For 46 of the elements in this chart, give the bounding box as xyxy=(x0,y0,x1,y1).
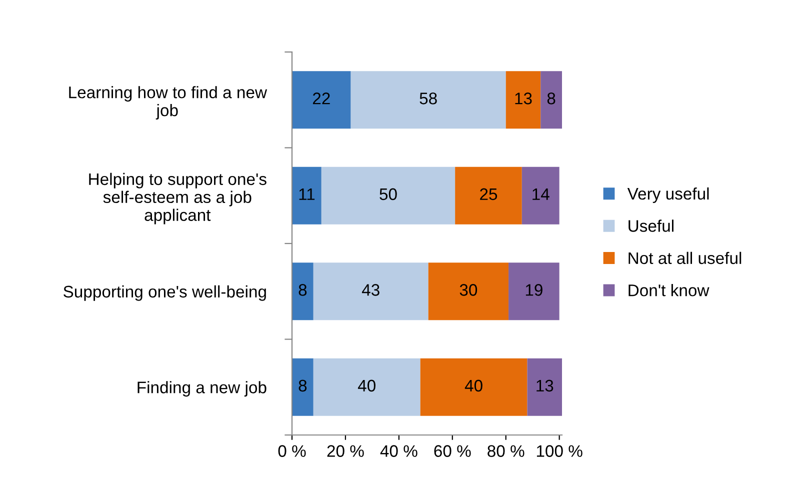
data-label: 8 xyxy=(547,92,556,104)
legend-label: Not at all useful xyxy=(628,252,742,264)
legend-label: Very useful xyxy=(627,187,709,203)
legend-label: Useful xyxy=(628,220,674,232)
bar xyxy=(508,262,560,320)
y-tick-label: Finding a new job xyxy=(138,381,266,397)
data-label: 8 xyxy=(298,380,307,392)
data-label: 8 xyxy=(298,284,307,296)
data-label: 13 xyxy=(515,92,532,104)
bar xyxy=(292,358,314,416)
data-label: 14 xyxy=(532,188,550,200)
data-label: 43 xyxy=(362,284,380,296)
data-label: 13 xyxy=(536,380,554,392)
bar xyxy=(540,71,562,129)
data-label: 50 xyxy=(380,188,397,200)
bar xyxy=(313,262,428,320)
bar xyxy=(292,71,351,129)
bar xyxy=(321,166,456,224)
x-tick-label: 0 % xyxy=(278,445,306,457)
bar xyxy=(455,166,522,224)
bar xyxy=(420,358,528,416)
bar xyxy=(292,262,314,320)
x-tick-label: 20 % xyxy=(327,445,364,457)
y-tick-label: Helping to support one's self-esteem as a job applicant xyxy=(89,172,266,224)
legend-label: Don't know xyxy=(628,284,710,296)
x-tick-label: 60 % xyxy=(434,445,471,457)
data-label: 19 xyxy=(526,284,542,296)
data-label: 40 xyxy=(464,380,482,392)
bar xyxy=(292,166,322,224)
data-label: 11 xyxy=(299,188,315,200)
bar xyxy=(522,166,560,224)
bar xyxy=(506,71,541,129)
x-tick-label: 40 % xyxy=(380,445,418,457)
y-tick-label: Learning how to find a new job xyxy=(69,86,268,120)
bar xyxy=(428,262,509,320)
y-tick-label: Supporting one's well-being xyxy=(64,285,266,301)
bar xyxy=(350,71,506,129)
data-label: 30 xyxy=(460,284,478,296)
data-label: 58 xyxy=(420,92,437,104)
data-label: 22 xyxy=(312,92,330,104)
data-label: 25 xyxy=(480,188,498,200)
bar xyxy=(527,358,562,416)
x-tick-label: 100 % xyxy=(536,445,582,457)
data-label: 40 xyxy=(358,380,376,392)
bar xyxy=(313,358,420,416)
x-tick-label: 80 % xyxy=(488,445,524,457)
